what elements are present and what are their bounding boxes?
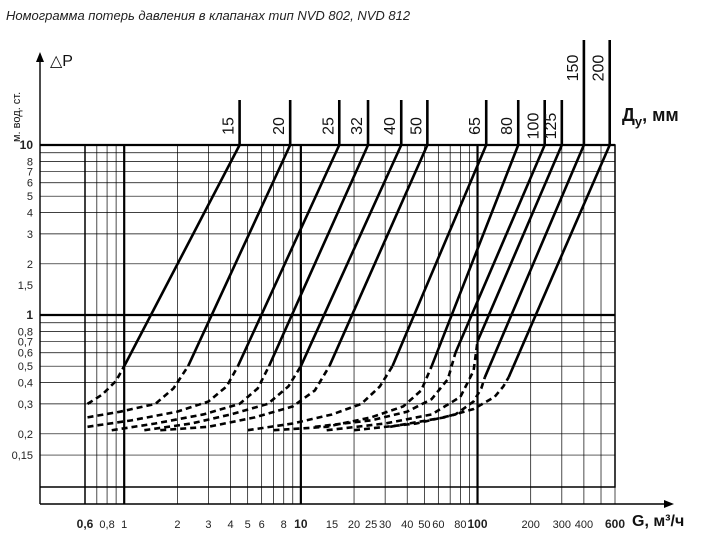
series-line-dn-80 (430, 144, 520, 367)
series-line-dn-32 (267, 144, 370, 367)
series-label-dn-32: 32 (349, 117, 366, 135)
y-tick-label: 0,3 (18, 399, 33, 411)
x-tick-label: 15 (326, 519, 338, 531)
x-tick-label: 25 (365, 519, 377, 531)
series-dash-dn-15 (86, 365, 126, 405)
series-dash-dn-20 (87, 365, 190, 419)
series-line-dn-65 (391, 144, 488, 367)
series-line-dn-40 (299, 144, 403, 367)
series-label-dn-15: 15 (221, 117, 238, 135)
x-axis-label: G, м³/ч (632, 513, 684, 530)
series-line-dn-25 (236, 144, 341, 367)
axis-labels: Ду, мм G, м³/ч △P м. вод. ст. (11, 53, 684, 530)
y-tick-label: 0,2 (18, 429, 33, 441)
series-label-dn-25: 25 (320, 117, 337, 135)
x-tick-label: 300 (553, 519, 571, 531)
y-axis-units: м. вод. ст. (11, 92, 23, 142)
y-tick-label: 0,8 (18, 326, 33, 338)
y-tick-label: 1,5 (18, 280, 33, 292)
x-tick-label: 3 (205, 519, 211, 531)
x-tick-label: 6 (259, 519, 265, 531)
series-label-dn-20: 20 (271, 117, 288, 135)
y-tick-label: 2 (27, 259, 33, 271)
y-axis-symbol: △P (50, 53, 73, 70)
series-line-dn-50 (328, 144, 429, 367)
series-dash-dn-125 (326, 341, 479, 432)
y-tick-label: 0,6 (18, 348, 33, 360)
x-tick-label: 50 (418, 519, 430, 531)
x-tick-label: 5 (245, 519, 251, 531)
x-tick-label: 0,6 (77, 517, 94, 531)
series-line-dn-125 (476, 144, 564, 342)
series-label-dn-125: 125 (543, 113, 560, 140)
x-axis-ticks: 0,6 0,8 1 2 3 4 5 6 8 10 15 20 25 30 40 50 60 80 100 200 300… (77, 517, 626, 531)
x-tick-label: 200 (522, 519, 540, 531)
y-tick-label: 10 (20, 138, 34, 152)
series-dash-dn-50 (160, 365, 331, 432)
series-label-dn-80: 80 (499, 117, 516, 135)
x-tick-label: 0,8 (99, 519, 114, 531)
x-tick-label: 4 (227, 519, 233, 531)
y-axis-arrow (36, 52, 44, 62)
y-tick-label: 0,15 (12, 450, 33, 462)
series-line-dn-100 (454, 144, 546, 354)
series-label-dn-200: 200 (591, 55, 608, 82)
series-dash-dn-100 (314, 352, 457, 429)
series-dash-dn-32 (111, 365, 271, 432)
x-tick-label: 400 (575, 519, 593, 531)
y-tick-label: 8 (27, 156, 33, 168)
series-group-label: Ду, мм (622, 105, 679, 129)
x-tick-label: 100 (468, 517, 488, 531)
x-tick-label: 2 (174, 519, 180, 531)
series-dash-dn-40 (144, 365, 302, 432)
x-tick-label: 30 (379, 519, 391, 531)
y-tick-label: 3 (27, 229, 33, 241)
x-tick-label: 80 (454, 519, 466, 531)
series-dash-dn-200 (389, 376, 510, 429)
series-dash-dn-25 (87, 365, 240, 429)
y-tick-label: 0,5 (18, 361, 33, 373)
y-tick-label: 0,7 (18, 336, 33, 348)
y-tick-label: 5 (27, 191, 33, 203)
y-tick-label: 0,4 (18, 378, 33, 390)
series-label-dn-150: 150 (565, 55, 582, 82)
x-tick-label: 40 (401, 519, 413, 531)
x-tick-label: 1 (121, 519, 127, 531)
y-tick-label: 6 (27, 178, 33, 190)
x-tick-label: 20 (348, 519, 360, 531)
x-axis-arrow (664, 500, 674, 508)
series-dash-dn-65 (247, 365, 394, 432)
series-label-dn-65: 65 (467, 117, 484, 135)
series-label-dn-40: 40 (382, 117, 399, 135)
x-tick-label: 600 (605, 517, 625, 531)
chart-title: Номограмма потерь давления в клапанах ти… (6, 8, 411, 23)
series-line-dn-20 (186, 144, 292, 367)
x-tick-label: 60 (432, 519, 444, 531)
y-tick-label: 7 (27, 166, 33, 178)
series-label-dn-50: 50 (408, 117, 425, 135)
series-label-dn-100: 100 (526, 113, 543, 140)
series-line-dn-200 (507, 144, 611, 378)
series-line-dn-15 (123, 144, 241, 367)
series-curves (86, 144, 611, 432)
series-dash-dn-80 (273, 365, 433, 432)
y-tick-label: 1 (26, 308, 33, 322)
series-labels: 15 20 25 32 40 50 65 80 100 125 150 200 (221, 40, 612, 145)
y-tick-label: 4 (27, 208, 33, 220)
grid-lines (36, 52, 674, 508)
series-line-dn-150 (483, 144, 586, 378)
x-tick-label: 8 (281, 519, 287, 531)
x-tick-label: 10 (294, 517, 308, 531)
